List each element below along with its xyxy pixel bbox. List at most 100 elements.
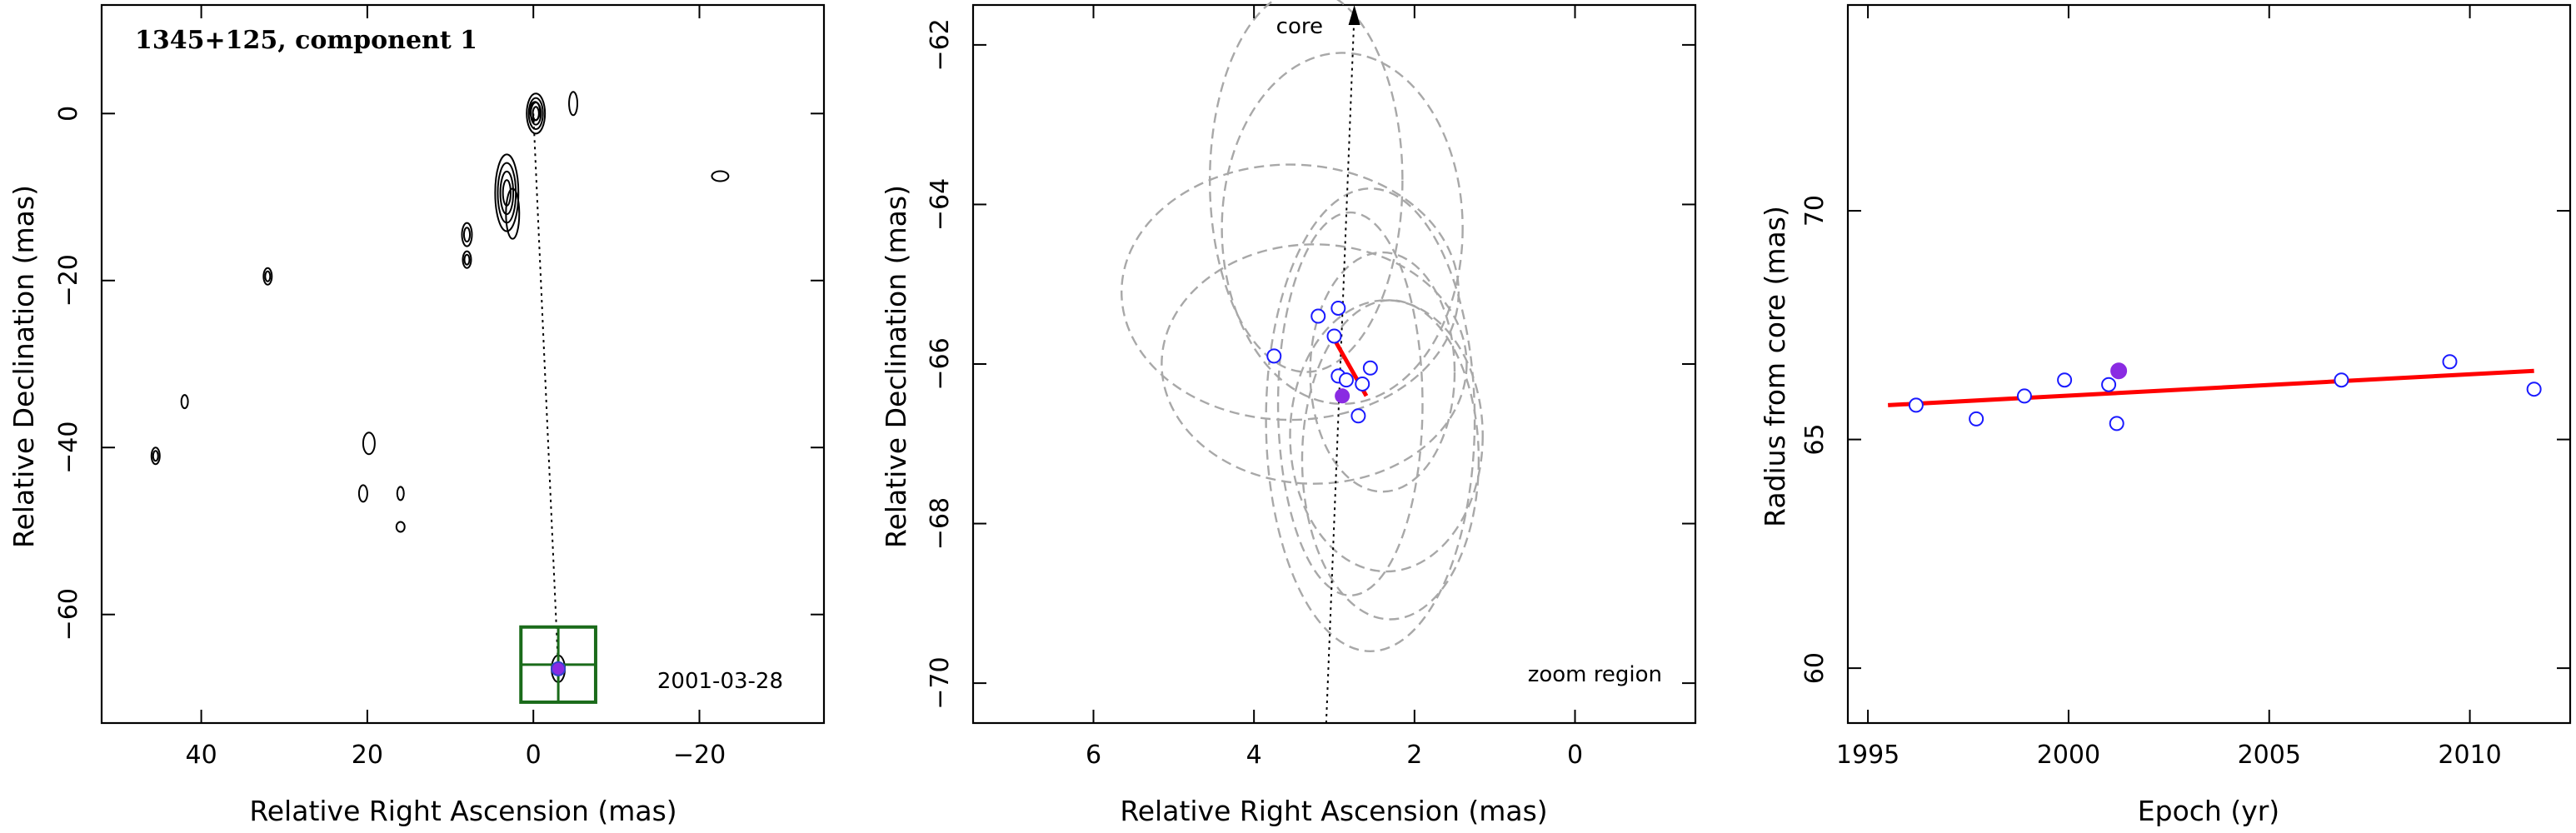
contour-line bbox=[526, 92, 547, 135]
contour-map-y-tick-label: −40 bbox=[54, 421, 83, 474]
contour-map-x-tick-label: −20 bbox=[673, 741, 726, 770]
zoom-region-y-tick-label: −70 bbox=[926, 656, 955, 709]
zoom-region-x-label: Relative Right Ascension (mas) bbox=[1120, 795, 1547, 827]
contour-line bbox=[362, 431, 376, 456]
contour-group bbox=[150, 91, 730, 683]
position-point bbox=[1326, 328, 1342, 344]
radius-point bbox=[2442, 354, 2458, 370]
contour-map-y-tick-label: 0 bbox=[54, 106, 83, 122]
contour-map-x-tick-label: 40 bbox=[185, 741, 217, 770]
contour-line bbox=[396, 486, 405, 501]
radius-epoch-y-tick-label: 60 bbox=[1800, 652, 1830, 684]
zoom-region-x-tick-label: 4 bbox=[1246, 741, 1262, 770]
error-ellipse bbox=[1121, 163, 1460, 421]
position-point bbox=[1355, 376, 1370, 392]
error-ellipse bbox=[1209, 0, 1404, 373]
zoom-region-y-tick-label: −62 bbox=[926, 18, 955, 71]
zoom-region-x-tick-label: 0 bbox=[1567, 741, 1583, 770]
radius-epoch-x-label: Epoch (yr) bbox=[2138, 795, 2279, 827]
highlight-position bbox=[1335, 388, 1350, 404]
contour-map-x-label: Relative Right Ascension (mas) bbox=[249, 795, 676, 827]
core-direction-line bbox=[1325, 12, 1355, 724]
contour-map-y-label: Relative Declination (mas) bbox=[7, 185, 40, 548]
contour-line bbox=[262, 267, 273, 286]
contour-map-x-tick-label: 20 bbox=[352, 741, 383, 770]
zoom-region-y-label: Relative Declination (mas) bbox=[880, 185, 912, 548]
contour-line bbox=[462, 250, 472, 269]
error-ellipse bbox=[1300, 299, 1480, 621]
contour-map-y-tick-label: −60 bbox=[54, 588, 83, 641]
radius-epoch-x-tick-label: 2000 bbox=[2037, 741, 2100, 770]
zoom-region-y-axis: −62 −64 −66 −68 −70 bbox=[926, 18, 1695, 710]
position-point bbox=[1266, 348, 1282, 364]
zoom-region-panel: 6 4 2 0 −62 −64 −66 −68 −70 core zoom region Re… bbox=[880, 0, 1697, 827]
radius-epoch-y-tick-label: 65 bbox=[1800, 423, 1830, 455]
contour-map-y-tick-label: −20 bbox=[54, 254, 83, 307]
error-ellipse-group bbox=[1121, 0, 1484, 652]
error-ellipse bbox=[1309, 251, 1456, 493]
error-ellipse bbox=[1221, 52, 1464, 406]
radius-epoch-frame bbox=[1846, 3, 2572, 725]
zoom-region-x-tick-label: 2 bbox=[1406, 741, 1422, 770]
zoom-region-y-tick-label: −64 bbox=[926, 178, 955, 231]
radius-point bbox=[2334, 372, 2349, 388]
contour-line bbox=[152, 450, 159, 462]
contour-line bbox=[505, 187, 521, 240]
error-ellipse bbox=[1161, 243, 1468, 485]
contour-line bbox=[463, 253, 471, 266]
component-marker bbox=[551, 661, 567, 676]
epoch-date-label: 2001-03-28 bbox=[657, 669, 783, 694]
zoom-region-label: zoom region bbox=[1528, 662, 1662, 687]
contour-map-panel: 40 20 0 −20 0 −20 −40 −60 1345+125, component … bbox=[7, 3, 826, 827]
contour-line bbox=[180, 394, 189, 410]
contour-line bbox=[568, 91, 579, 117]
radius-epoch-x-tick-label: 2010 bbox=[2438, 741, 2501, 770]
radius-epoch-y-tick-label: 70 bbox=[1800, 195, 1830, 227]
error-ellipse bbox=[1276, 211, 1424, 596]
contour-line bbox=[529, 101, 542, 122]
contour-line bbox=[461, 222, 473, 247]
contour-line bbox=[264, 270, 272, 282]
radius-point bbox=[2016, 388, 2032, 404]
zoom-region-frame bbox=[971, 3, 1697, 725]
panel-title: 1345+125, component 1 bbox=[135, 26, 477, 55]
radius-point bbox=[1969, 411, 1984, 426]
zoom-region-x-tick-label: 6 bbox=[1086, 741, 1101, 770]
core-direction-arrowhead bbox=[1348, 5, 1360, 25]
radius-epoch-x-tick-label: 1995 bbox=[1836, 741, 1900, 770]
contour-line bbox=[494, 153, 520, 232]
radius-point bbox=[2057, 372, 2073, 388]
contour-line bbox=[711, 170, 730, 182]
position-point bbox=[1330, 300, 1346, 316]
error-ellipse bbox=[1289, 299, 1484, 573]
contour-line bbox=[527, 97, 544, 131]
position-point bbox=[1338, 372, 1354, 388]
position-point bbox=[1362, 360, 1378, 376]
radius-epoch-x-tick-label: 2005 bbox=[2238, 741, 2301, 770]
radius-fit-line bbox=[1888, 368, 2534, 407]
zoom-region-y-tick-label: −68 bbox=[926, 497, 955, 550]
radius-epoch-x-axis: 1995 2000 2005 2010 bbox=[1836, 5, 2502, 770]
error-ellipse bbox=[1265, 187, 1476, 652]
radius-point bbox=[2526, 382, 2542, 397]
radius-points bbox=[1908, 354, 2542, 431]
contour-line bbox=[462, 227, 472, 243]
radius-point bbox=[2109, 416, 2124, 431]
radius-epoch-panel: 1995 2000 2005 2010 60 65 70 Epoch (yr) Radiu… bbox=[1759, 3, 2572, 827]
contour-map-y-axis: 0 −20 −40 −60 bbox=[54, 106, 824, 641]
radius-epoch-y-label: Radius from core (mas) bbox=[1759, 206, 1791, 527]
contour-line bbox=[395, 521, 406, 533]
core-path-line bbox=[532, 113, 560, 669]
contour-line bbox=[150, 446, 161, 466]
radius-epoch-y-axis: 60 65 70 bbox=[1800, 195, 2570, 684]
radius-point bbox=[2101, 377, 2117, 392]
radius-point bbox=[1908, 397, 1924, 413]
contour-line bbox=[357, 484, 368, 503]
contour-map-x-tick-label: 0 bbox=[526, 741, 542, 770]
contour-map-frame bbox=[100, 3, 826, 725]
contour-map-x-axis: 40 20 0 −20 bbox=[185, 5, 726, 770]
zoom-region-x-axis: 6 4 2 0 bbox=[1086, 5, 1583, 770]
component-positions bbox=[1266, 300, 1378, 424]
core-label: core bbox=[1276, 14, 1323, 39]
